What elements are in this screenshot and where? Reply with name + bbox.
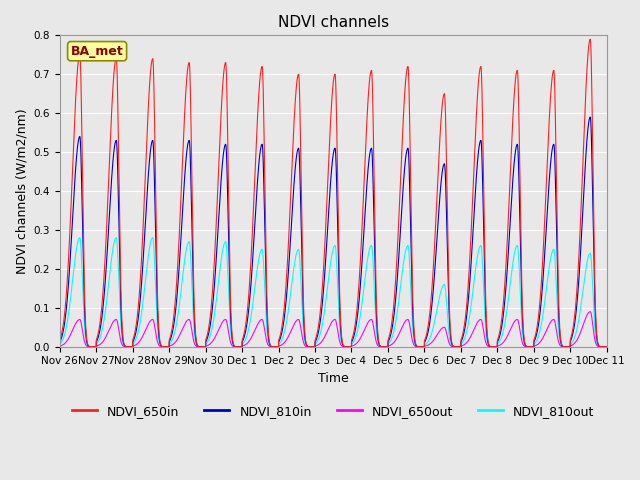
Text: BA_met: BA_met: [70, 45, 124, 58]
NDVI_650out: [378, 344, 385, 349]
NDVI_650out: [122, 344, 129, 349]
NDVI_650out: [83, 344, 91, 349]
NDVI_650out: [245, 338, 253, 344]
Line: NDVI_810out: NDVI_810out: [60, 238, 609, 347]
NDVI_810out: [245, 324, 253, 330]
Legend: NDVI_650in, NDVI_810in, NDVI_650out, NDVI_810out: NDVI_650in, NDVI_810in, NDVI_650out, NDV…: [67, 400, 600, 423]
NDVI_650in: [378, 344, 385, 349]
NDVI_810in: [605, 344, 612, 349]
NDVI_650out: [56, 343, 63, 349]
Line: NDVI_650out: NDVI_650out: [60, 312, 609, 347]
NDVI_650out: [196, 344, 204, 349]
Title: NDVI channels: NDVI channels: [278, 15, 388, 30]
Line: NDVI_810in: NDVI_810in: [60, 117, 609, 347]
NDVI_650in: [122, 343, 129, 349]
NDVI_810in: [85, 344, 93, 349]
NDVI_810out: [196, 344, 204, 349]
NDVI_650in: [196, 344, 204, 349]
NDVI_650in: [509, 107, 517, 113]
NDVI_650in: [245, 289, 253, 295]
NDVI_650in: [156, 332, 163, 338]
NDVI_650out: [605, 344, 612, 349]
NDVI_810out: [84, 344, 92, 349]
NDVI_650out: [586, 309, 594, 314]
NDVI_810out: [122, 344, 129, 349]
NDVI_650in: [56, 337, 63, 343]
NDVI_810in: [156, 336, 163, 341]
NDVI_810in: [56, 339, 63, 345]
NDVI_650out: [156, 343, 163, 348]
NDVI_810out: [509, 257, 517, 263]
NDVI_810in: [196, 344, 204, 349]
NDVI_650out: [509, 321, 517, 326]
NDVI_650in: [85, 344, 93, 349]
X-axis label: Time: Time: [318, 372, 349, 385]
NDVI_650in: [586, 36, 594, 42]
NDVI_810in: [245, 304, 253, 310]
NDVI_810out: [76, 235, 84, 240]
NDVI_810out: [605, 344, 612, 349]
NDVI_810in: [586, 114, 594, 120]
NDVI_810out: [378, 344, 386, 349]
NDVI_810in: [122, 344, 129, 349]
NDVI_810out: [156, 340, 163, 346]
NDVI_650in: [605, 344, 612, 349]
Line: NDVI_650in: NDVI_650in: [60, 39, 609, 347]
NDVI_810in: [509, 170, 517, 176]
Y-axis label: NDVI channels (W/m2/nm): NDVI channels (W/m2/nm): [15, 108, 28, 274]
NDVI_810out: [56, 341, 63, 347]
NDVI_810in: [378, 344, 385, 349]
